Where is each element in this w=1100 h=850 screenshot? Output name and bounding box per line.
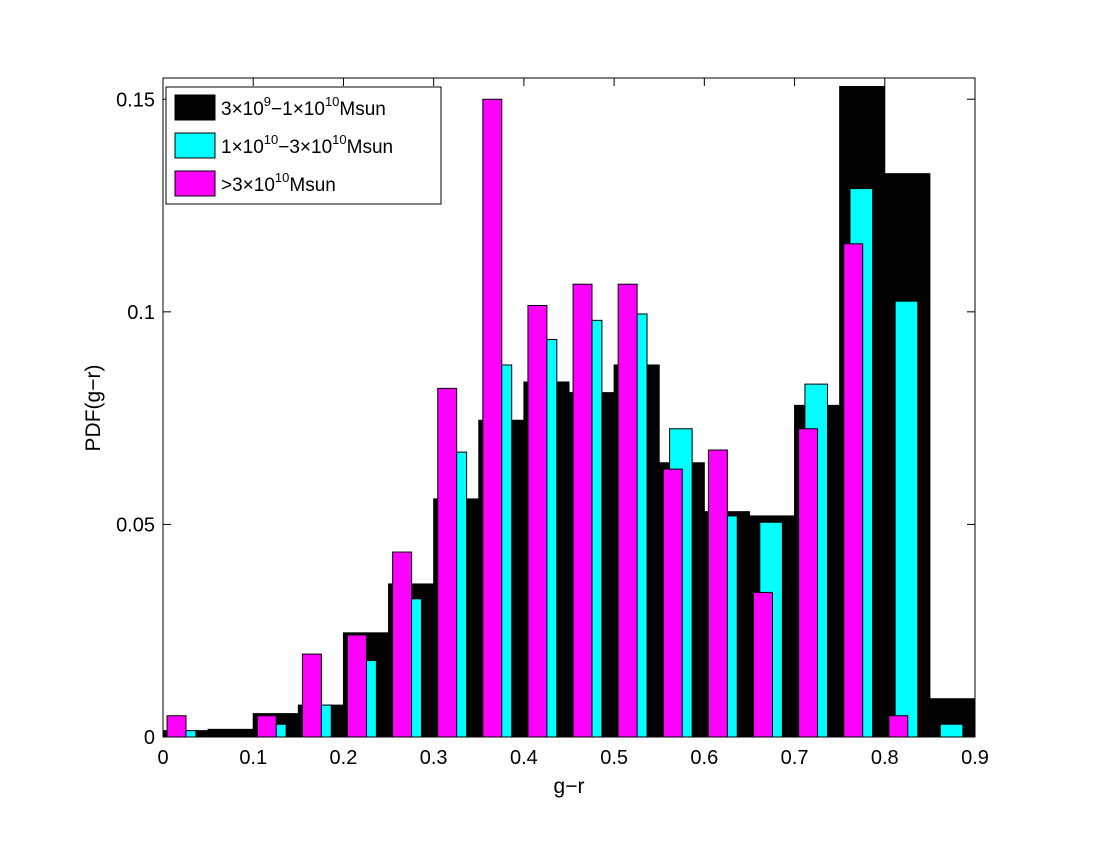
bar-high-mass-5 <box>392 551 413 738</box>
bars-group <box>162 86 976 738</box>
y-tick-label: 0.15 <box>116 89 155 111</box>
x-tick-label: 0.2 <box>330 747 358 769</box>
bar-high-mass-14 <box>798 428 819 738</box>
x-tick-label: 0.6 <box>690 747 718 769</box>
bar-high-mass-9 <box>572 283 593 738</box>
bar-high-mass-11 <box>662 468 683 738</box>
x-tick-label: 0.8 <box>871 747 899 769</box>
x-tick-label: 0.1 <box>239 747 267 769</box>
legend-label-mid-mass: 1×1010−3×1010Msun <box>221 132 393 158</box>
y-tick-label: 0.1 <box>127 302 155 324</box>
legend: 3×109−1×1010Msun 1×1010−3×1010Msun >3×1010… <box>165 86 442 205</box>
bar-high-mass-2 <box>256 715 277 738</box>
bar-high-mass-13 <box>753 591 773 738</box>
x-tick-label: 0.9 <box>961 747 989 769</box>
x-tick-label: 0.7 <box>781 747 809 769</box>
bar-high-mass-16 <box>888 715 909 738</box>
bar-high-mass-12 <box>707 449 728 738</box>
bar-mid-mass-16 <box>894 300 919 738</box>
legend-label-high-mass: >3×1010Msun <box>221 170 336 196</box>
bar-mid-mass-17 <box>939 723 964 738</box>
y-axis-label: PDF(g−r) <box>82 365 105 452</box>
legend-swatch-mid-mass <box>174 132 216 159</box>
axes-frame <box>162 77 976 738</box>
x-tick-label: 0 <box>157 747 168 769</box>
y-tick-label: 0 <box>144 727 155 749</box>
bar-low-mass-1 <box>207 728 254 738</box>
legend-swatch-high-mass <box>174 170 216 197</box>
legend-label-low-mass: 3×109−1×1010Msun <box>221 94 386 120</box>
bar-high-mass-7 <box>482 98 503 738</box>
x-tick-label: 0.5 <box>600 747 628 769</box>
x-tick-label: 0.3 <box>420 747 448 769</box>
x-tick-label: 0.4 <box>510 747 538 769</box>
ticks-group: 0 0.1 0.2 0.3 0.4 0.5 0.6 0.7 0.8 0.9 0 0.05 0.1 0.15 <box>116 78 989 769</box>
bar-high-mass-10 <box>617 283 638 738</box>
bar-high-mass-15 <box>843 243 864 738</box>
bar-high-mass-0 <box>166 715 187 738</box>
bar-high-mass-4 <box>347 634 367 738</box>
legend-swatch-low-mass <box>174 94 216 121</box>
bar-high-mass-8 <box>527 304 548 738</box>
bar-high-mass-6 <box>437 387 458 738</box>
bar-high-mass-3 <box>301 653 322 738</box>
x-axis-label: g−r <box>554 775 585 798</box>
y-tick-label: 0.05 <box>116 514 155 536</box>
